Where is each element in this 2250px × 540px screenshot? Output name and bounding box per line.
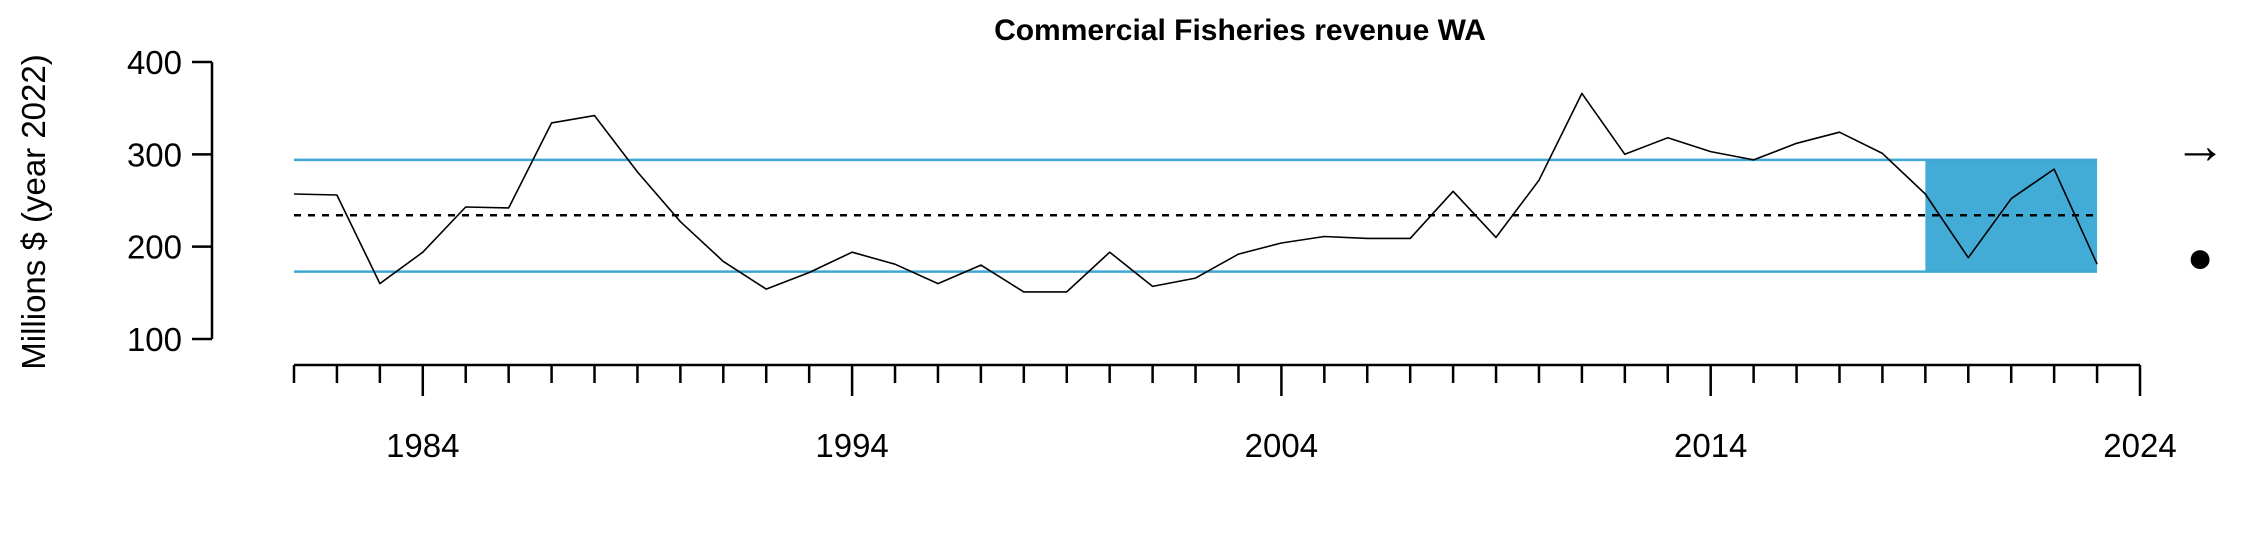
data-point: [1494, 235, 1499, 240]
data-point: [1536, 178, 1541, 183]
y-tick-label: 100: [127, 321, 182, 358]
data-point: [1794, 141, 1799, 146]
data-point: [678, 219, 683, 224]
data-point: [1665, 135, 1670, 140]
data-point: [893, 262, 898, 267]
reference-lines: [294, 158, 2098, 273]
data-point: [463, 204, 468, 209]
data-point: [2095, 262, 2100, 267]
data-point: [935, 281, 940, 286]
data-point: [978, 263, 983, 268]
x-tick-label: 2014: [1674, 427, 1747, 464]
data-point: [1021, 289, 1026, 294]
data-point: [1193, 276, 1198, 281]
data-point: [1408, 236, 1413, 241]
data-point: [549, 120, 554, 125]
data-point: [506, 205, 511, 210]
data-point: [1236, 252, 1241, 257]
data-point: [850, 250, 855, 255]
x-tick-label: 2004: [1245, 427, 1318, 464]
data-point: [1880, 151, 1885, 156]
data-point: [1708, 149, 1713, 154]
data-point: [1365, 236, 1370, 241]
x-tick-label: 1984: [386, 427, 459, 464]
data-point: [721, 259, 726, 264]
chart-title: Commercial Fisheries revenue WA: [994, 14, 1486, 47]
data-point: [1923, 192, 1928, 197]
trend-arrow-icon: →: [2174, 117, 2226, 175]
series-line: [293, 92, 2098, 293]
data-point: [1279, 240, 1284, 245]
y-tick-label: 200: [127, 229, 182, 266]
data-point: [764, 287, 769, 292]
data-point: [1622, 152, 1627, 157]
data-point: [377, 281, 382, 286]
x-axis: 1984 1994 2004 2014 2024: [292, 363, 2177, 464]
highlight-window: [1925, 159, 2098, 272]
data-point: [2052, 167, 2057, 172]
highlight-layer: [1925, 159, 2098, 272]
data-point: [1751, 157, 1756, 162]
series-layer: [292, 91, 2100, 294]
y-tick-label: 300: [127, 136, 182, 173]
data-point: [807, 270, 812, 275]
data-point: [635, 169, 640, 174]
data-point: [1579, 91, 1584, 96]
data-point: [592, 113, 597, 118]
data-point: [334, 192, 339, 197]
data-point: [1107, 250, 1112, 255]
data-point: [292, 192, 297, 197]
data-point: [1064, 289, 1069, 294]
y-axis: 100 200 300 400: [127, 44, 214, 358]
data-point: [1150, 284, 1155, 289]
status-dot-icon: ●: [2187, 233, 2214, 282]
data-point: [1837, 130, 1842, 135]
data-point: [420, 250, 425, 255]
data-point: [2009, 196, 2014, 201]
y-tick-label: 400: [127, 44, 182, 81]
x-tick-label: 1994: [815, 427, 888, 464]
x-tick-label: 2024: [2103, 427, 2176, 464]
y-axis-label: Millions $ (year 2022): [15, 54, 52, 369]
data-point: [1966, 255, 1971, 260]
data-point: [1322, 234, 1327, 239]
data-point: [1451, 189, 1456, 194]
